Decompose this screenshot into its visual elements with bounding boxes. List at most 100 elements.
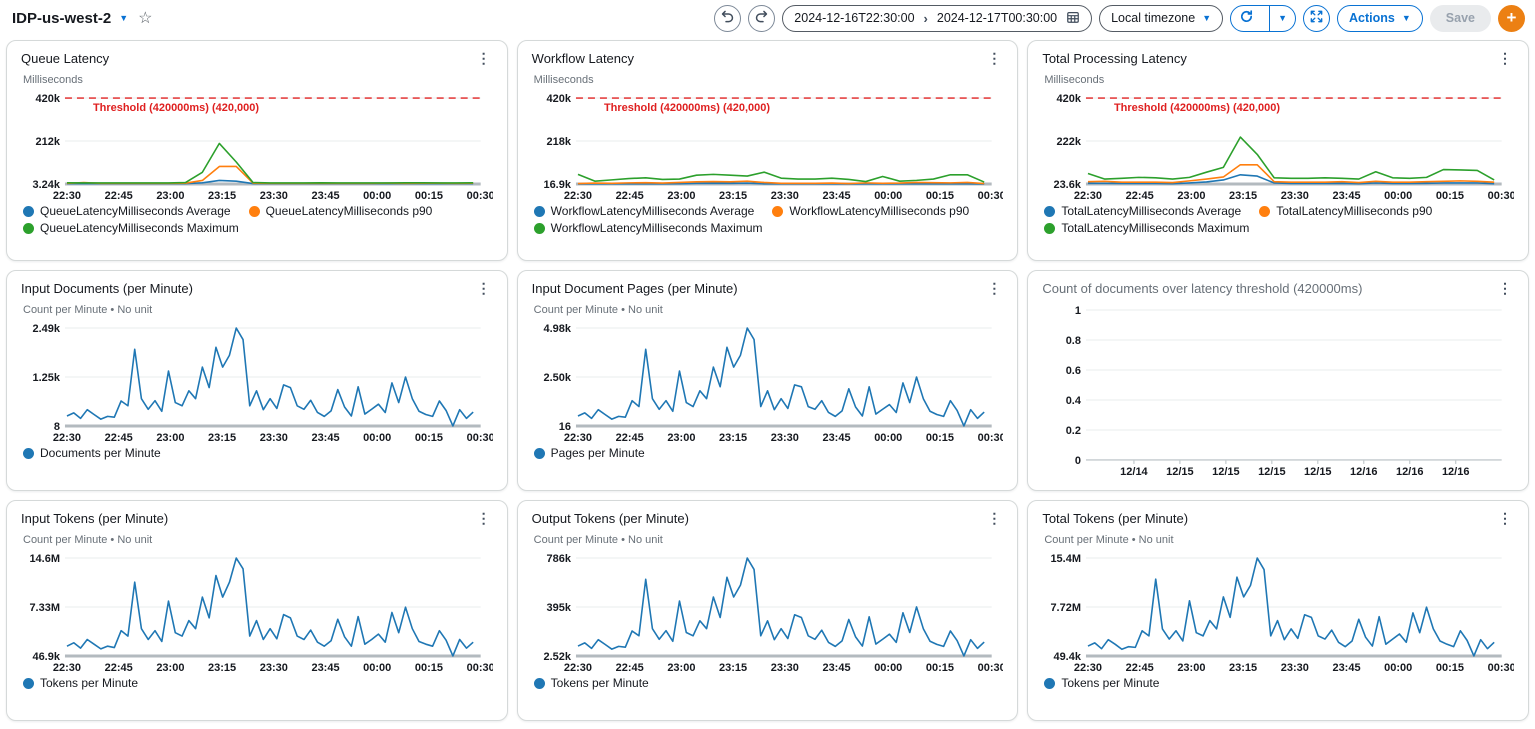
legend-item[interactable]: QueueLatencyMilliseconds Average [23, 204, 231, 218]
svg-text:23:30: 23:30 [770, 432, 798, 444]
legend-item[interactable]: TotalLatencyMilliseconds Maximum [1044, 221, 1249, 235]
legend-color-dot [1044, 678, 1055, 689]
chart-input-tokens[interactable]: 14.6M7.33M46.9k22:3022:4523:0023:1523:30… [21, 550, 493, 674]
svg-text:23:45: 23:45 [311, 662, 339, 674]
chart-queue-latency[interactable]: 420k212k3.24k22:3022:4523:0023:1523:3023… [21, 90, 493, 202]
panel-menu-button[interactable]: ⋮ [1496, 511, 1514, 525]
legend-item[interactable]: Documents per Minute [23, 446, 161, 460]
svg-text:00:15: 00:15 [415, 190, 443, 202]
panel-menu-button[interactable]: ⋮ [475, 51, 493, 65]
svg-text:12/15: 12/15 [1258, 466, 1286, 478]
chart-output-tokens[interactable]: 786k395k2.52k22:3022:4523:0023:1523:3023… [532, 550, 1004, 674]
panel-title: Input Document Pages (per Minute) [532, 281, 738, 296]
svg-text:23:30: 23:30 [260, 432, 288, 444]
add-widget-button[interactable]: + [1498, 5, 1525, 32]
panel-menu-button[interactable]: ⋮ [985, 511, 1003, 525]
refresh-caret-down-icon: ▼ [1278, 14, 1287, 23]
plus-icon: + [1507, 9, 1517, 26]
calendar-icon [1066, 10, 1080, 27]
svg-text:0.8: 0.8 [1066, 335, 1081, 347]
dashboard-toolbar: IDP-us-west-2 ▼ ☆ 2024-12-16T22:30:00 › … [0, 0, 1535, 34]
panel-menu-button[interactable]: ⋮ [475, 511, 493, 525]
legend-item[interactable]: WorkflowLatencyMilliseconds p90 [772, 204, 969, 218]
svg-text:22:45: 22:45 [615, 190, 643, 202]
svg-text:23:15: 23:15 [1229, 662, 1257, 674]
actions-menu-button[interactable]: Actions ▼ [1337, 5, 1423, 32]
svg-text:22:45: 22:45 [615, 432, 643, 444]
panel-input-documents: Input Documents (per Minute)⋮Count per M… [6, 270, 508, 491]
svg-text:23:15: 23:15 [208, 432, 236, 444]
chart-input-document-pages[interactable]: 4.98k2.50k1622:3022:4523:0023:1523:3023:… [532, 320, 1004, 444]
dashboard-caret-down-icon[interactable]: ▼ [119, 14, 128, 23]
chart-total-processing-latency[interactable]: 420k222k23.6k22:3022:4523:0023:1523:3023… [1042, 90, 1514, 202]
threshold-annotation-label: Threshold (420000ms) (420,000) [93, 102, 259, 114]
svg-text:00:00: 00:00 [363, 432, 391, 444]
svg-text:00:00: 00:00 [1385, 662, 1413, 674]
svg-text:23:30: 23:30 [1281, 190, 1309, 202]
panel-menu-button[interactable]: ⋮ [1496, 51, 1514, 65]
legend-item[interactable]: TotalLatencyMilliseconds p90 [1259, 204, 1432, 218]
legend-label: TotalLatencyMilliseconds p90 [1276, 204, 1432, 218]
svg-text:00:15: 00:15 [415, 662, 443, 674]
legend-item[interactable]: WorkflowLatencyMilliseconds Average [534, 204, 755, 218]
svg-text:00:00: 00:00 [363, 662, 391, 674]
time-range-picker[interactable]: 2024-12-16T22:30:00 › 2024-12-17T00:30:0… [782, 5, 1092, 32]
panel-menu-button[interactable]: ⋮ [475, 281, 493, 295]
refresh-button[interactable] [1231, 6, 1262, 31]
favorite-star-icon[interactable]: ☆ [136, 8, 154, 28]
svg-text:395k: 395k [546, 602, 571, 614]
redo-button[interactable] [748, 5, 775, 32]
save-button[interactable]: Save [1430, 5, 1491, 32]
svg-text:00:15: 00:15 [415, 432, 443, 444]
legend-color-dot [534, 206, 545, 217]
panel-menu-button[interactable]: ⋮ [985, 51, 1003, 65]
svg-text:22:30: 22:30 [1074, 662, 1102, 674]
svg-text:23:45: 23:45 [822, 662, 850, 674]
chart-legend: Pages per Minute [532, 446, 1004, 460]
legend-color-dot [1044, 223, 1055, 234]
legend-item[interactable]: Tokens per Minute [1044, 676, 1159, 690]
panel-workflow-latency: Workflow Latency⋮Milliseconds420k218k16.… [517, 40, 1019, 261]
chart-total-tokens[interactable]: 15.4M7.72M49.4k22:3022:4523:0023:1523:30… [1042, 550, 1514, 674]
svg-text:420k: 420k [546, 93, 571, 105]
legend-label: QueueLatencyMilliseconds p90 [266, 204, 433, 218]
svg-text:23:45: 23:45 [822, 432, 850, 444]
time-range-end: 2024-12-17T00:30:00 [937, 11, 1057, 25]
svg-text:23:00: 23:00 [1178, 190, 1206, 202]
dashboard-name: IDP-us-west-2 [12, 10, 111, 27]
chevron-right-icon: › [924, 11, 928, 26]
chart-docs-over-threshold[interactable]: 10.80.60.40.2012/1412/1512/1512/1512/151… [1042, 302, 1514, 478]
legend-item[interactable]: Pages per Minute [534, 446, 645, 460]
chart-workflow-latency[interactable]: 420k218k16.9k22:3022:4523:0023:1523:3023… [532, 90, 1004, 202]
legend-item[interactable]: Tokens per Minute [23, 676, 138, 690]
svg-text:00:15: 00:15 [1436, 662, 1464, 674]
legend-item[interactable]: QueueLatencyMilliseconds p90 [249, 204, 433, 218]
legend-item[interactable]: TotalLatencyMilliseconds Average [1044, 204, 1241, 218]
svg-text:23:15: 23:15 [719, 662, 747, 674]
svg-text:23:15: 23:15 [719, 432, 747, 444]
panel-menu-button[interactable]: ⋮ [985, 281, 1003, 295]
actions-caret-down-icon: ▼ [1402, 14, 1411, 23]
svg-text:22:45: 22:45 [615, 662, 643, 674]
panel-title: Total Processing Latency [1042, 51, 1187, 66]
svg-text:23:45: 23:45 [1333, 190, 1361, 202]
svg-text:23:45: 23:45 [822, 190, 850, 202]
refresh-options-button[interactable]: ▼ [1269, 6, 1295, 31]
legend-item[interactable]: Tokens per Minute [534, 676, 649, 690]
svg-text:0.2: 0.2 [1066, 425, 1081, 437]
legend-item[interactable]: QueueLatencyMilliseconds Maximum [23, 221, 239, 235]
chart-input-documents[interactable]: 2.49k1.25k822:3022:4523:0023:1523:3023:4… [21, 320, 493, 444]
svg-text:23:15: 23:15 [719, 190, 747, 202]
undo-button[interactable] [714, 5, 741, 32]
svg-text:7.72M: 7.72M [1051, 602, 1082, 614]
timezone-selector[interactable]: Local timezone ▼ [1099, 5, 1223, 32]
panel-menu-button[interactable]: ⋮ [1496, 281, 1514, 295]
fullscreen-button[interactable] [1303, 5, 1330, 32]
svg-text:00:30: 00:30 [1488, 662, 1514, 674]
legend-label: QueueLatencyMilliseconds Average [40, 204, 231, 218]
svg-text:00:00: 00:00 [363, 190, 391, 202]
svg-text:00:30: 00:30 [467, 662, 493, 674]
legend-label: Documents per Minute [40, 446, 161, 460]
legend-item[interactable]: WorkflowLatencyMilliseconds Maximum [534, 221, 763, 235]
svg-text:420k: 420k [1057, 93, 1082, 105]
